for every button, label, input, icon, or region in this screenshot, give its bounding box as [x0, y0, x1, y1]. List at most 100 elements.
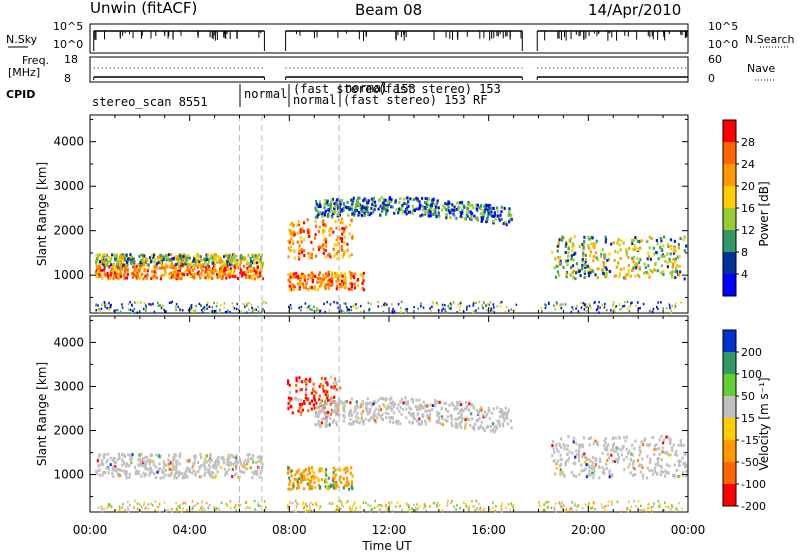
velocity-clutter-cell	[667, 505, 670, 509]
power-cell	[233, 259, 236, 263]
power-cell	[558, 261, 561, 265]
power-cell	[427, 208, 430, 212]
velocity-clutter-cell	[561, 508, 564, 511]
power-clutter-cell	[225, 310, 228, 314]
power-cell	[457, 208, 460, 212]
velocity-cell	[484, 415, 488, 418]
power-cell	[212, 261, 215, 265]
power-cell	[328, 233, 331, 237]
power-cell	[510, 218, 513, 221]
power-clutter-cell	[216, 301, 218, 305]
velocity-cell	[421, 415, 424, 419]
power-clutter-cell	[257, 305, 259, 308]
velocity-clutter-cell	[101, 505, 103, 508]
velocity-cell	[162, 460, 165, 464]
power-cell	[206, 258, 209, 262]
velocity-cell	[578, 443, 581, 447]
power-cell	[317, 204, 320, 208]
power-cell	[161, 262, 164, 266]
velocity-cell	[479, 424, 483, 428]
velocity-clutter-cell	[129, 503, 131, 507]
power-cell	[250, 277, 253, 280]
velocity-cell	[291, 486, 295, 490]
velocity-cell	[295, 379, 298, 383]
power-clutter-cell	[245, 311, 248, 314]
velocity-cell	[610, 453, 613, 457]
power-cell	[175, 257, 178, 261]
power-cell	[482, 212, 485, 216]
velocity-colorbar-swatch	[723, 330, 736, 352]
velocity-cell	[506, 411, 509, 415]
power-cell	[312, 247, 315, 251]
power-cell	[631, 239, 634, 243]
power-cell	[335, 287, 338, 291]
velocity-cell	[581, 443, 584, 447]
power-clutter-cell	[623, 304, 626, 308]
velocity-cell	[391, 417, 394, 421]
velocity-cell	[174, 468, 178, 472]
velocity-cell	[349, 417, 352, 421]
power-cell	[203, 263, 206, 267]
power-cell	[347, 213, 350, 217]
velocity-cell	[194, 454, 197, 458]
power-cell	[419, 214, 422, 218]
power-cell	[192, 263, 195, 267]
power-clutter-cell	[680, 301, 682, 304]
power-cell	[371, 199, 374, 203]
velocity-cell	[116, 472, 119, 476]
velocity-cell	[638, 445, 641, 449]
power-cell	[176, 259, 180, 263]
velocity-cell	[591, 461, 594, 465]
velocity-cell	[398, 410, 401, 413]
velocity-cell	[288, 399, 292, 403]
power-cell	[290, 230, 293, 234]
velocity-cell	[374, 401, 377, 405]
velocity-cell	[173, 473, 176, 477]
velocity-cell	[131, 453, 134, 457]
velocity-cell	[451, 401, 454, 405]
velocity-cell	[480, 406, 483, 410]
date-title: 14/Apr/2010	[588, 1, 681, 19]
velocity-cell	[351, 473, 354, 477]
velocity-cell	[331, 408, 334, 412]
velocity-cell	[353, 410, 356, 414]
velocity-cell	[436, 410, 439, 414]
velocity-cell	[625, 447, 628, 451]
velocity-cell	[289, 404, 292, 408]
power-cell	[330, 199, 333, 203]
velocity-cell	[563, 444, 566, 448]
velocity-cell	[126, 463, 129, 467]
velocity-cell	[458, 416, 461, 420]
velocity-cell	[211, 471, 215, 475]
velocity-cell	[389, 416, 392, 420]
power-cell	[669, 238, 673, 242]
power-cell	[645, 271, 648, 274]
power-clutter-cell	[630, 302, 632, 305]
velocity-cell	[125, 461, 128, 465]
power-cell	[132, 257, 135, 261]
velocity-cell	[330, 400, 333, 403]
power-cell	[565, 259, 568, 263]
velocity-cell	[561, 471, 564, 474]
velocity-cell	[507, 408, 510, 412]
power-cell	[654, 262, 657, 266]
velocity-cell	[460, 426, 463, 429]
velocity-cell	[389, 401, 392, 405]
power-cell	[340, 198, 343, 202]
power-clutter-cell	[596, 307, 599, 310]
power-cell	[224, 272, 227, 276]
power-cell	[320, 212, 323, 216]
power-clutter-cell	[288, 305, 290, 309]
velocity-cell	[655, 443, 658, 447]
power-cell	[164, 272, 167, 276]
power-cell	[619, 248, 622, 252]
velocity-clutter-cell	[179, 503, 182, 507]
velocity-cell	[310, 485, 313, 488]
power-clutter-cell	[289, 304, 292, 307]
velocity-cell	[112, 458, 115, 462]
power-cell	[121, 263, 124, 267]
x-axis-label: Time UT	[361, 539, 412, 553]
velocity-clutter-cell	[484, 507, 486, 511]
power-clutter-cell	[194, 309, 197, 312]
power-clutter-cell	[211, 306, 214, 309]
